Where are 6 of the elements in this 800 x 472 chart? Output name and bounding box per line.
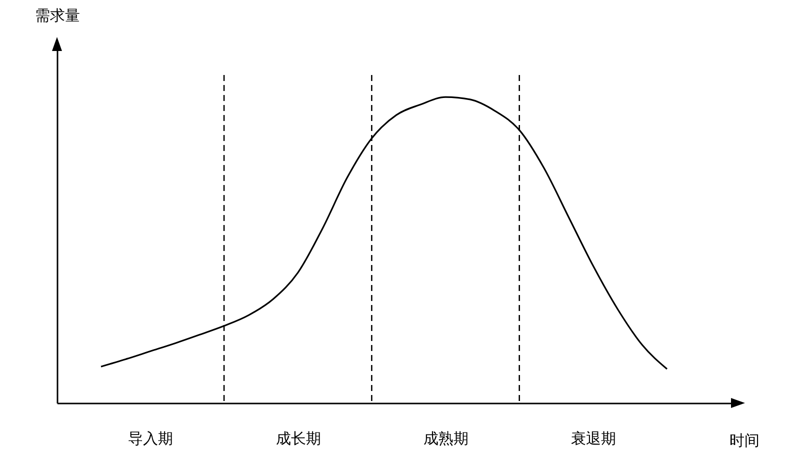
x-tick-label: 成熟期 <box>424 430 469 448</box>
x-axis-title: 时间 <box>730 432 760 450</box>
y-axis-title: 需求量 <box>35 6 80 24</box>
x-tick-label: 导入期 <box>128 430 174 448</box>
x-tick-label: 成长期 <box>276 430 321 448</box>
x-tick-label: 衰退期 <box>571 430 616 448</box>
